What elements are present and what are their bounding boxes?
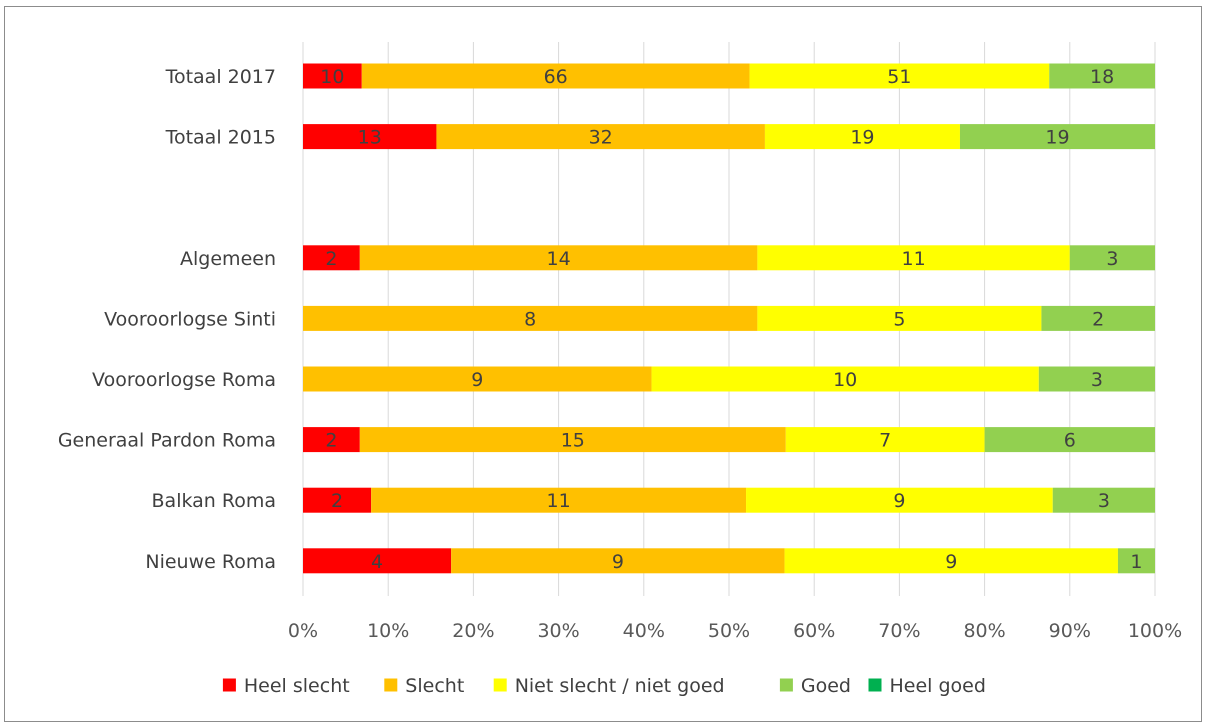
data-label: 9 <box>945 551 957 573</box>
data-label: 11 <box>902 248 926 270</box>
bar-segment <box>303 548 452 574</box>
x-tick-label: 60% <box>793 620 835 642</box>
bar-segment <box>303 366 652 392</box>
legend-label: Niet slecht / niet goed <box>515 675 725 697</box>
data-label: 11 <box>547 490 571 512</box>
data-label: 9 <box>471 369 483 391</box>
data-label: 7 <box>879 430 891 452</box>
data-label: 6 <box>1064 430 1076 452</box>
category-label: Vooroorlogse Roma <box>92 369 276 391</box>
x-tick-label: 50% <box>708 620 750 642</box>
bar-segment <box>984 427 1155 453</box>
x-tick-label: 80% <box>963 620 1005 642</box>
legend-swatch <box>222 678 236 692</box>
bar-segment <box>651 366 1039 392</box>
data-label: 10 <box>320 66 344 88</box>
legend-swatch <box>493 678 507 692</box>
bar-segment <box>371 487 747 513</box>
bar-segment <box>359 245 758 271</box>
category-label: Generaal Pardon Roma <box>58 430 276 452</box>
bar-segment <box>784 548 1118 574</box>
category-label: Totaal 2015 <box>165 127 276 149</box>
data-label: 3 <box>1091 369 1103 391</box>
data-label: 66 <box>544 66 568 88</box>
category-label: Balkan Roma <box>152 490 276 512</box>
data-label: 2 <box>325 430 337 452</box>
bar-segment <box>303 427 360 453</box>
data-label: 19 <box>850 127 874 149</box>
bar-segment <box>303 63 362 89</box>
x-tick-label: 100% <box>1128 620 1182 642</box>
bar-segment <box>1052 487 1155 513</box>
data-label: 2 <box>1092 308 1104 330</box>
bar-segment <box>451 548 785 574</box>
legend-label: Slecht <box>405 675 464 697</box>
bar-segment <box>303 305 758 331</box>
data-label: 9 <box>893 490 905 512</box>
bar-segment <box>1049 63 1155 89</box>
legend-label: Heel slecht <box>244 675 350 697</box>
bar-segment <box>959 124 1155 150</box>
bar-segment <box>436 124 765 150</box>
x-tick-label: 20% <box>452 620 494 642</box>
data-label: 5 <box>893 308 905 330</box>
bar-segment <box>757 305 1042 331</box>
bar-segment <box>1069 245 1155 271</box>
legend-swatch <box>779 678 793 692</box>
x-tick-label: 70% <box>878 620 920 642</box>
data-label: 3 <box>1106 248 1118 270</box>
bar-segment <box>757 245 1070 271</box>
bar-segment <box>746 487 1053 513</box>
data-label: 2 <box>325 248 337 270</box>
bar-segment <box>1038 366 1155 392</box>
category-labels: Totaal 2017 Totaal 2015 Algemeen Vooroorlog… <box>58 66 276 573</box>
x-tick-label: 30% <box>537 620 579 642</box>
data-label: 18 <box>1090 66 1114 88</box>
category-label: Vooroorlogse Sinti <box>104 308 276 330</box>
bar-segment <box>1041 305 1155 331</box>
data-label: 4 <box>371 551 383 573</box>
data-label: 13 <box>358 127 382 149</box>
data-label: 2 <box>331 490 343 512</box>
bar-segment <box>361 63 750 89</box>
bar-segment <box>303 245 360 271</box>
legend-swatch <box>868 678 882 692</box>
data-label: 9 <box>612 551 624 573</box>
bar-segment <box>359 427 786 453</box>
bar-segment <box>303 124 437 150</box>
category-label: Nieuwe Roma <box>145 551 276 573</box>
data-label: 3 <box>1098 490 1110 512</box>
legend-swatch <box>384 678 398 692</box>
x-tick-label: 0% <box>288 620 318 642</box>
data-label: 1 <box>1130 551 1142 573</box>
x-tick-label: 90% <box>1049 620 1091 642</box>
bar-segment <box>785 427 985 453</box>
bar-segment <box>1117 548 1155 574</box>
x-tick-label: 40% <box>623 620 665 642</box>
bar-segment <box>749 63 1050 89</box>
data-label: 51 <box>887 66 911 88</box>
data-label: 32 <box>589 127 613 149</box>
x-tick-label: 10% <box>367 620 409 642</box>
category-label: Totaal 2017 <box>165 66 276 88</box>
legend: Heel slecht Slecht Niet slecht / niet goed… <box>222 675 986 697</box>
data-label: 8 <box>524 308 536 330</box>
bar-segment <box>303 487 372 513</box>
data-label: 19 <box>1045 127 1069 149</box>
category-label: Algemeen <box>180 248 276 270</box>
data-label: 15 <box>561 430 585 452</box>
legend-label: Goed <box>801 675 851 697</box>
x-axis-tick-labels: 0% 10% 20% 30% 40% 50% 60% 70% 80% 90% 100% <box>288 620 1182 642</box>
data-label: 14 <box>547 248 571 270</box>
bar-segment <box>764 124 960 150</box>
data-label: 10 <box>833 369 857 391</box>
legend-label: Heel goed <box>890 675 986 697</box>
